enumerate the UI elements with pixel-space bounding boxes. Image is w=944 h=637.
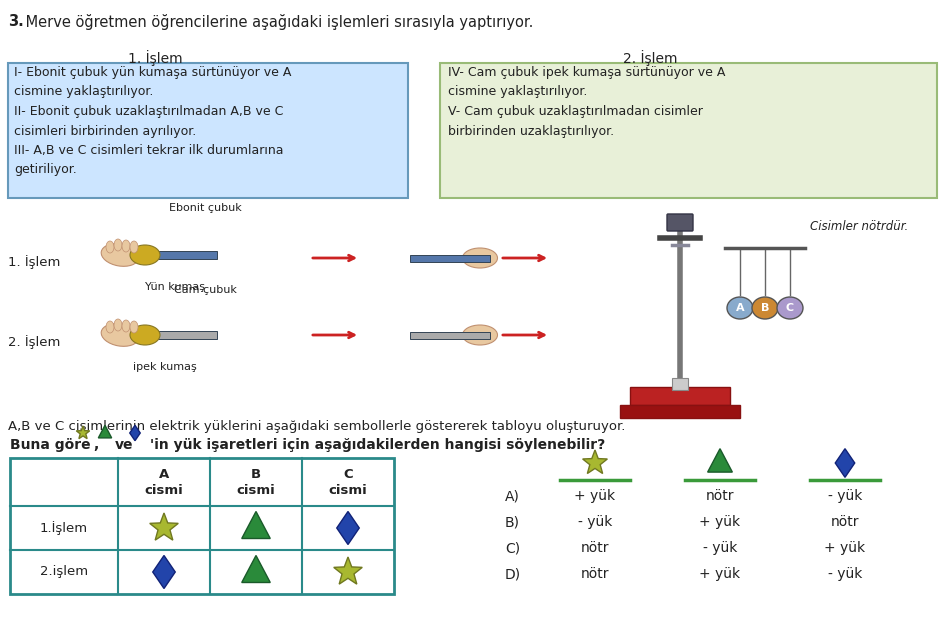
Polygon shape — [337, 512, 360, 545]
Ellipse shape — [106, 321, 114, 333]
Text: 1. İşlem: 1. İşlem — [8, 255, 60, 269]
Ellipse shape — [101, 244, 139, 266]
Polygon shape — [334, 557, 362, 584]
Text: + yük: + yük — [700, 567, 740, 581]
Polygon shape — [582, 450, 607, 473]
Text: B: B — [761, 303, 769, 313]
FancyBboxPatch shape — [132, 331, 217, 339]
Ellipse shape — [727, 297, 753, 319]
Polygon shape — [835, 448, 854, 477]
Text: A): A) — [505, 489, 520, 503]
Ellipse shape — [114, 319, 122, 331]
Polygon shape — [76, 426, 90, 439]
Text: 'in yük işaretleri için aşağıdakilerden hangisi söylenebilir?: 'in yük işaretleri için aşağıdakilerden … — [145, 438, 605, 452]
Text: ve: ve — [115, 438, 133, 452]
Text: Ebonit çubuk: Ebonit çubuk — [169, 203, 242, 213]
Ellipse shape — [130, 325, 160, 345]
Ellipse shape — [114, 239, 122, 251]
Text: B): B) — [505, 515, 520, 529]
Text: - yük: - yük — [703, 541, 737, 555]
Polygon shape — [708, 448, 733, 472]
Text: A,B ve C cisimlerinin elektrik yüklerini aşağıdaki sembollerle göstererek tabloy: A,B ve C cisimlerinin elektrik yüklerini… — [8, 420, 625, 433]
Text: Cam çubuk: Cam çubuk — [174, 285, 236, 295]
Text: - yük: - yük — [828, 567, 862, 581]
Text: I- Ebonit çubuk yün kumaşa sürtünüyor ve A
cismine yaklaştırılıyor.
II- Ebonit ç: I- Ebonit çubuk yün kumaşa sürtünüyor ve… — [14, 66, 292, 176]
Text: nötr: nötr — [581, 567, 609, 581]
Ellipse shape — [463, 248, 497, 268]
Text: Cisimler nötrdür.: Cisimler nötrdür. — [810, 220, 908, 233]
Ellipse shape — [752, 297, 778, 319]
Text: 2.işlem: 2.işlem — [40, 566, 88, 578]
FancyBboxPatch shape — [10, 458, 394, 594]
Text: - yük: - yük — [578, 515, 613, 529]
FancyBboxPatch shape — [630, 387, 730, 405]
Text: B
cismi: B cismi — [237, 468, 276, 496]
FancyBboxPatch shape — [132, 251, 217, 259]
Ellipse shape — [130, 245, 160, 265]
Polygon shape — [150, 513, 178, 540]
Text: D): D) — [505, 567, 521, 581]
Text: A
cismi: A cismi — [144, 468, 183, 496]
Text: ,: , — [93, 438, 98, 452]
Text: 2. İşlem: 2. İşlem — [623, 50, 677, 66]
FancyBboxPatch shape — [410, 332, 490, 339]
Text: Buna göre: Buna göre — [10, 438, 91, 452]
Text: ipek kumaş: ipek kumaş — [133, 362, 197, 372]
Polygon shape — [242, 512, 270, 538]
Text: 1. İşlem: 1. İşlem — [127, 50, 182, 66]
Text: Yün kumaş: Yün kumaş — [145, 282, 205, 292]
Text: + yük: + yük — [700, 515, 740, 529]
FancyBboxPatch shape — [8, 63, 408, 198]
Text: 2. İşlem: 2. İşlem — [8, 335, 60, 349]
Text: 1.İşlem: 1.İşlem — [40, 521, 88, 535]
Text: IV- Cam çubuk ipek kumaşa sürtünüyor ve A
cismine yaklaştırılıyor.
V- Cam çubuk : IV- Cam çubuk ipek kumaşa sürtünüyor ve … — [448, 66, 725, 138]
Text: nötr: nötr — [581, 541, 609, 555]
Text: 3.: 3. — [8, 14, 24, 29]
Polygon shape — [153, 555, 176, 589]
Polygon shape — [98, 426, 111, 438]
Text: Merve öğretmen öğrencilerine aşağıdaki işlemleri sırasıyla yaptırıyor.: Merve öğretmen öğrencilerine aşağıdaki i… — [21, 14, 533, 30]
Text: + yük: + yük — [575, 489, 615, 503]
Ellipse shape — [101, 324, 139, 347]
Polygon shape — [242, 555, 270, 582]
Ellipse shape — [130, 241, 138, 253]
Ellipse shape — [463, 325, 497, 345]
Ellipse shape — [122, 320, 130, 332]
FancyBboxPatch shape — [620, 405, 740, 418]
Ellipse shape — [777, 297, 803, 319]
Text: C
cismi: C cismi — [329, 468, 367, 496]
Text: A: A — [735, 303, 744, 313]
FancyBboxPatch shape — [672, 378, 688, 390]
Text: C): C) — [505, 541, 520, 555]
Ellipse shape — [130, 321, 138, 333]
Text: nötr: nötr — [831, 515, 859, 529]
Text: + yük: + yük — [824, 541, 866, 555]
Text: - yük: - yük — [828, 489, 862, 503]
FancyBboxPatch shape — [667, 214, 693, 231]
Text: C: C — [786, 303, 794, 313]
Ellipse shape — [122, 240, 130, 252]
Ellipse shape — [106, 241, 114, 253]
FancyBboxPatch shape — [440, 63, 937, 198]
Text: nötr: nötr — [706, 489, 734, 503]
Polygon shape — [129, 426, 141, 441]
FancyBboxPatch shape — [410, 255, 490, 262]
